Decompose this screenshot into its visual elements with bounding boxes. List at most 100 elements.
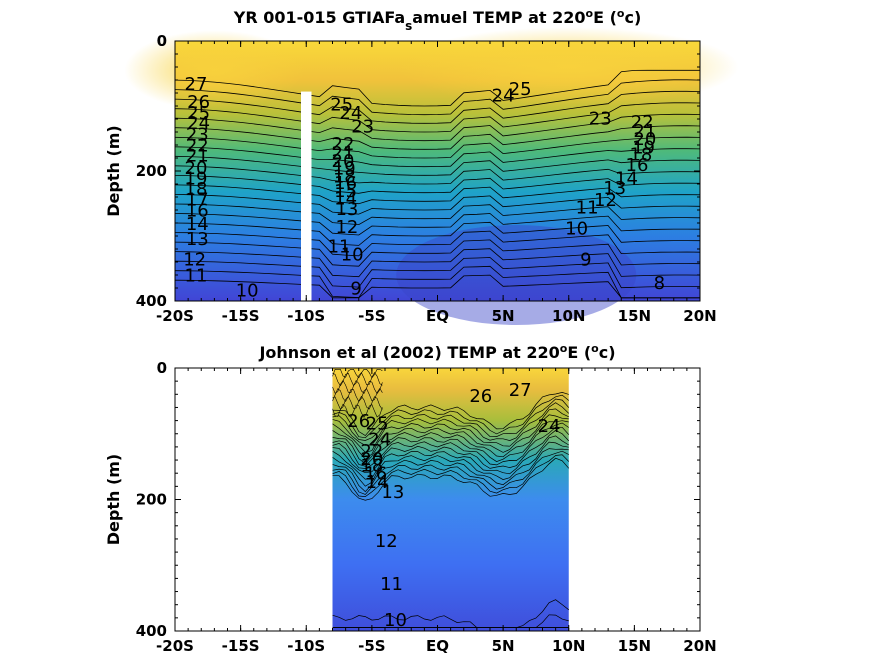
title-unit-pre: E ( [593, 8, 617, 27]
title-degree: o [560, 342, 568, 355]
y-tick-label: 200 [136, 491, 167, 509]
contour-line [332, 394, 570, 439]
contour-line [332, 368, 383, 379]
contour-label: 22 [631, 112, 654, 133]
contour-line [174, 165, 701, 185]
contour-label: 23 [351, 116, 374, 137]
contour-label: 14 [186, 214, 209, 235]
contour-label: 23 [186, 124, 209, 145]
contour-label: 13 [603, 178, 626, 199]
title-degree: o [586, 7, 594, 20]
contour-line [174, 265, 700, 299]
title-unit-sup: o [591, 342, 599, 355]
contour-label: 21 [332, 143, 355, 164]
contour-line [332, 599, 570, 629]
contour-label: 22 [186, 135, 209, 156]
contour-line [332, 429, 570, 474]
contour-line [174, 194, 701, 215]
contour-label: 12 [375, 531, 398, 552]
contour-line [332, 403, 383, 418]
contour-label: 16 [334, 173, 357, 194]
title-main: YR 001-015 GTIAFa [233, 8, 405, 27]
contour-label: 24 [492, 85, 515, 106]
contour-label: 14 [615, 168, 638, 189]
chart-title: Johnson et al (2002) TEMP at 220oE (oc) [258, 342, 615, 363]
contour-label: 14 [366, 472, 389, 493]
contour-line [174, 175, 701, 194]
contour-label: 16 [364, 464, 387, 485]
contour-label: 19 [185, 168, 208, 189]
contour-label: 18 [360, 456, 383, 477]
contour-line [174, 69, 700, 107]
contour-label: 9 [580, 250, 591, 271]
y-tick-label: 200 [136, 162, 167, 180]
x-tick-label: 5N [492, 637, 515, 655]
contour-line [332, 402, 570, 446]
contour-line [174, 274, 700, 299]
contour-label: 21 [633, 121, 656, 142]
contour-label: 20 [633, 129, 656, 150]
contour-label: 12 [335, 217, 358, 238]
temperature-field [332, 368, 569, 631]
contour-label: 21 [186, 146, 209, 167]
contour-line [332, 454, 570, 497]
panel-top: 2726252423222120191817161413121110252423… [104, 7, 739, 325]
contour-line [174, 113, 701, 142]
contour-line [332, 422, 569, 467]
title-rest: amuel TEMP at 220 [412, 8, 585, 27]
contour-label: 20 [360, 449, 383, 470]
contour-label: 16 [626, 155, 649, 176]
contour-line [174, 239, 701, 267]
contour-label: 20 [332, 151, 355, 172]
contour-label: 24 [368, 429, 391, 450]
contour-label: 24 [538, 416, 561, 437]
contour-line [174, 102, 701, 133]
contour-label: 13 [335, 199, 358, 220]
contour-label: 19 [632, 137, 655, 158]
x-tick-label: 20N [683, 307, 716, 325]
contour-label: 27 [509, 380, 532, 401]
title-unit-post: c) [599, 343, 616, 362]
contour-line [174, 230, 701, 257]
contour-label: 26 [187, 92, 210, 113]
contour-label: 26 [469, 386, 492, 407]
contour-label: 18 [185, 179, 208, 200]
contour-line [174, 213, 701, 236]
warm-patch-north [398, 27, 739, 107]
contour-label: 22 [360, 441, 383, 462]
title-main: Johnson et al (2002) TEMP at 220 [258, 343, 559, 362]
contour-label: 8 [654, 273, 665, 294]
y-tick-label: 400 [136, 292, 167, 310]
x-tick-label: -5S [358, 307, 385, 325]
contour-label: 25 [330, 94, 353, 115]
x-tick-label: 15N [618, 307, 651, 325]
contour-line [174, 221, 701, 246]
contour-label: 11 [576, 198, 599, 219]
contour-label: 25 [509, 79, 532, 100]
contour-label: 13 [186, 229, 209, 250]
contour-line [174, 155, 701, 176]
x-tick-label: 5N [492, 307, 515, 325]
x-tick-label: -15S [222, 637, 260, 655]
contour-line [174, 203, 701, 226]
y-axis-label: Depth (m) [104, 454, 123, 546]
contour-line [332, 441, 569, 487]
contour-line [174, 184, 701, 205]
contour-line [174, 257, 701, 289]
title-subscript: s [405, 19, 412, 33]
contour-line [174, 136, 701, 159]
x-tick-label: -20S [156, 637, 194, 655]
contour-label: 10 [341, 245, 364, 266]
contour-label: 26 [347, 411, 370, 432]
contour-line [332, 420, 569, 465]
contour-label: 24 [339, 103, 362, 124]
x-tick-label: 10N [552, 307, 585, 325]
title-unit-pre: E ( [567, 343, 591, 362]
contour-label: 11 [185, 265, 208, 286]
contour-label: 24 [187, 113, 210, 134]
contour-label: 22 [332, 134, 355, 155]
chart-title: YR 001-015 GTIAFasamuel TEMP at 220oE (o… [233, 7, 642, 34]
contour-line [332, 392, 569, 437]
